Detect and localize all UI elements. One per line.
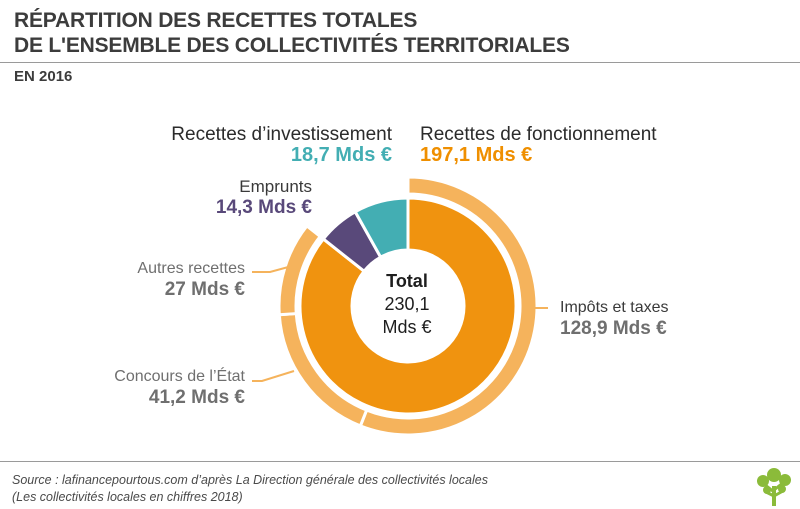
chart-title: RÉPARTITION DES RECETTES TOTALES DE L'EN… xyxy=(14,8,570,58)
label-fonctionnement-value: 197,1 Mds € xyxy=(420,144,533,166)
inner-slice-recettes-de-fonctionnement xyxy=(298,196,518,416)
title-line-1: RÉPARTITION DES RECETTES TOTALES xyxy=(14,9,418,32)
label-concours: Concours de l’État 41,2 Mds € xyxy=(114,366,245,408)
label-concours-value: 41,2 Mds € xyxy=(148,387,245,408)
label-fonctionnement: Recettes de fonctionnement 197,1 Mds € xyxy=(420,124,657,166)
label-investissement-name: Recettes d’investissement xyxy=(171,124,392,145)
label-emprunts-value: 14,3 Mds € xyxy=(215,197,312,218)
label-investissement-value: 18,7 Mds € xyxy=(290,144,392,166)
leader-autres xyxy=(252,265,293,273)
label-concours-name: Concours de l’État xyxy=(114,368,245,385)
center-total: Total 230,1 Mds € xyxy=(357,270,457,339)
label-investissement: Recettes d’investissement 18,7 Mds € xyxy=(171,124,392,166)
label-autres-value: 27 Mds € xyxy=(164,279,245,300)
chart-subtitle: EN 2016 xyxy=(14,68,73,85)
top-divider xyxy=(0,62,800,63)
label-emprunts: Emprunts 14,3 Mds € xyxy=(216,176,312,218)
source-line-1: Source : lafinancepourtous.com d’après L… xyxy=(12,473,488,487)
center-total-unit: Mds € xyxy=(382,317,432,337)
label-autres: Autres recettes 27 Mds € xyxy=(137,258,245,300)
leader-concours xyxy=(252,370,295,382)
outer-slice-autres-recettes xyxy=(277,224,322,317)
center-total-value: 230,1 xyxy=(384,294,430,314)
label-fonctionnement-name: Recettes de fonctionnement xyxy=(420,124,657,145)
label-emprunts-name: Emprunts xyxy=(239,177,312,196)
tree-logo-icon xyxy=(757,468,791,506)
center-total-label: Total xyxy=(386,271,428,291)
source-line-2: (Les collectivités locales en chiffres 2… xyxy=(12,490,243,504)
bottom-divider xyxy=(0,461,800,462)
label-impots-value: 128,9 Mds € xyxy=(560,318,667,339)
source-note: Source : lafinancepourtous.com d’après L… xyxy=(12,472,488,506)
label-impots-name: Impôts et taxes xyxy=(560,299,669,316)
title-line-2: DE L'ENSEMBLE DES COLLECTIVITÉS TERRITOR… xyxy=(14,34,570,57)
inner-slice-recettes-d-investissement xyxy=(353,196,410,259)
label-impots: Impôts et taxes 128,9 Mds € xyxy=(560,297,669,339)
label-autres-name: Autres recettes xyxy=(137,260,245,277)
